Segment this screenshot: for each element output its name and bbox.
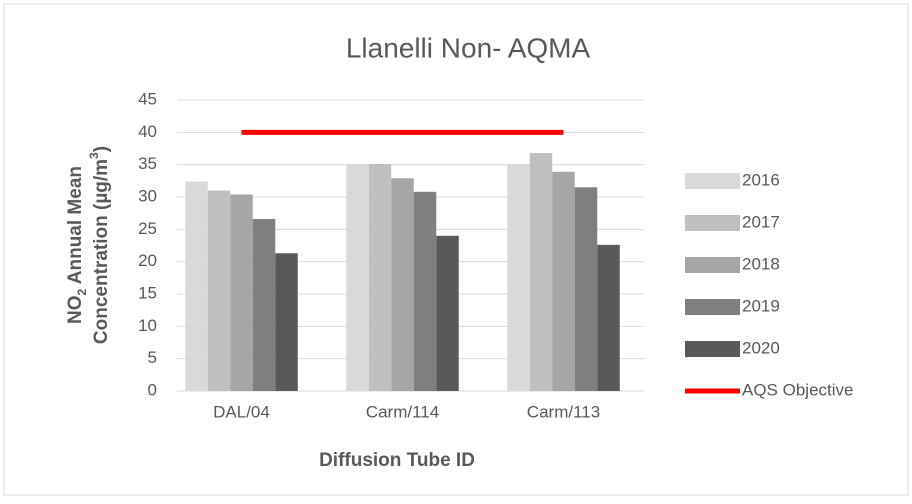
bar bbox=[413, 191, 437, 391]
y-tick-label: 45 bbox=[138, 89, 157, 108]
y-label-part: 2 bbox=[75, 289, 89, 296]
bar bbox=[230, 194, 253, 391]
bar bbox=[574, 187, 598, 391]
legend-label: 2020 bbox=[742, 338, 780, 357]
y-tick-label: 10 bbox=[138, 316, 157, 335]
x-tick-label: Carm/114 bbox=[366, 402, 439, 421]
bar bbox=[529, 153, 553, 391]
legend-swatch bbox=[685, 215, 740, 231]
legend-label: 2018 bbox=[742, 254, 780, 273]
y-tick-label: 35 bbox=[138, 154, 157, 173]
bar bbox=[346, 164, 369, 391]
x-axis-label: Diffusion Tube ID bbox=[319, 450, 475, 471]
y-tick-label: 30 bbox=[138, 186, 157, 205]
y-axis-label: NO2 Annual Mean Concentration (µg/m3) bbox=[65, 146, 112, 344]
chart-title: Llanelli Non- AQMA bbox=[346, 32, 591, 63]
x-tick-label: DAL/04 bbox=[213, 402, 270, 421]
y-label-part: Concentration (µg/m bbox=[91, 159, 112, 344]
bar bbox=[436, 235, 459, 391]
bar bbox=[552, 171, 575, 391]
legend-swatch bbox=[685, 341, 740, 357]
y-label-part: ) bbox=[91, 146, 112, 152]
y-label-part: Annual Mean bbox=[65, 166, 86, 289]
bar bbox=[368, 164, 392, 391]
x-tick-label: Carm/113 bbox=[527, 402, 600, 421]
bar bbox=[597, 244, 620, 391]
legend-label: 2019 bbox=[742, 296, 780, 315]
y-tick-label: 20 bbox=[138, 251, 157, 270]
y-label-part: 3 bbox=[87, 152, 101, 159]
bar bbox=[391, 178, 414, 391]
y-tick-label: 15 bbox=[138, 283, 157, 302]
y-tick-label: 5 bbox=[148, 348, 157, 367]
y-tick-label: 25 bbox=[138, 219, 157, 238]
bar bbox=[207, 190, 231, 391]
legend-swatch bbox=[685, 257, 740, 273]
y-label-part: NO bbox=[65, 296, 86, 325]
legend-label: 2016 bbox=[742, 170, 780, 189]
legend-swatch bbox=[685, 173, 740, 189]
bar bbox=[185, 181, 208, 391]
y-tick-label: 40 bbox=[138, 122, 157, 141]
bar bbox=[252, 218, 276, 391]
y-tick-label: 0 bbox=[148, 380, 157, 399]
bar bbox=[275, 253, 298, 391]
legend-label: 2017 bbox=[742, 212, 780, 231]
bar bbox=[507, 164, 530, 391]
legend-label: AQS Objective bbox=[742, 380, 854, 399]
legend-swatch bbox=[685, 299, 740, 315]
